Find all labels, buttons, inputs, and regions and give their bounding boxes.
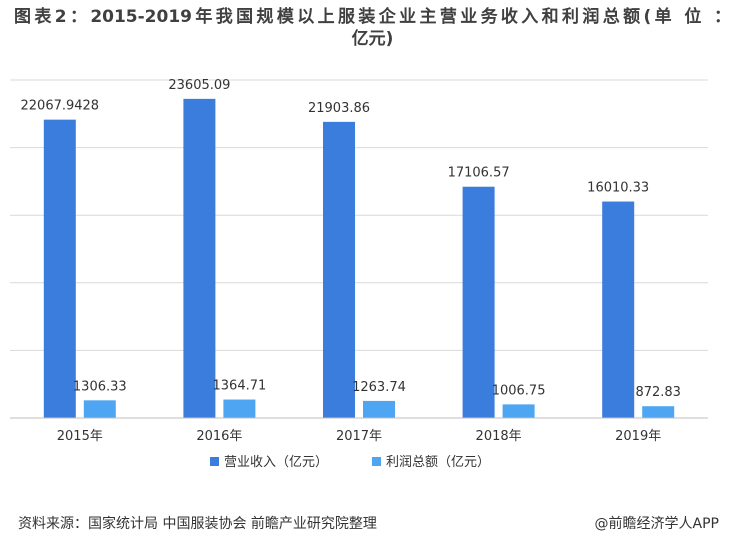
gridlines — [10, 79, 708, 351]
source-note: 资料来源：国家统计局 中国服装协会 前瞻产业研究院整理 — [18, 516, 377, 532]
x-tick-label: 2018年 — [476, 429, 522, 444]
value-labels: 22067.9428 1306.33 23605.09 1364.71 21903.86… — [21, 78, 681, 400]
revenue-value-label: 17106.57 — [448, 166, 510, 181]
profit-bar — [502, 404, 535, 418]
revenue-bar — [183, 98, 216, 418]
legend-swatch-profit — [372, 457, 381, 466]
x-tick-label: 2015年 — [57, 429, 103, 444]
profit-bar — [83, 400, 116, 418]
profit-value-label: 1306.33 — [73, 379, 127, 394]
legend-label-revenue: 营业收入（亿元） — [224, 455, 328, 470]
revenue-value-label: 22067.9428 — [21, 99, 100, 114]
legend-label-profit: 利润总额（亿元） — [386, 455, 490, 470]
revenue-bar — [462, 186, 495, 418]
x-tick-label: 2019年 — [615, 429, 661, 444]
profit-value-label: 872.83 — [635, 385, 681, 400]
bars — [43, 98, 675, 419]
profit-value-label: 1006.75 — [492, 383, 546, 398]
credit-note: @前瞻经济学人APP — [594, 516, 719, 532]
revenue-value-label: 23605.09 — [168, 78, 230, 93]
revenue-bar — [43, 119, 76, 418]
revenue-bar — [602, 201, 635, 418]
legend: 营业收入（亿元） 利润总额（亿元） — [210, 455, 490, 470]
title-line-1: 图表2：2015-2019年我国规模以上服装企业主营业务收入和利润总额(单 位 … — [14, 7, 731, 27]
revenue-value-label: 16010.33 — [587, 181, 649, 196]
x-tick-label: 2016年 — [196, 429, 242, 444]
profit-bar — [363, 400, 395, 418]
title-line-2: 亿元) — [351, 29, 394, 49]
profit-bar — [223, 399, 256, 418]
chart-title: 图表2：2015-2019年我国规模以上服装企业主营业务收入和利润总额(单 位 … — [0, 6, 745, 50]
profit-value-label: 1263.74 — [352, 380, 406, 395]
x-tick-label: 2017年 — [336, 429, 382, 444]
x-tick-labels: 2015年 2016年 2017年 2018年 2019年 — [57, 429, 661, 444]
profit-bar — [642, 406, 675, 418]
revenue-value-label: 21903.86 — [308, 101, 370, 116]
legend-swatch-revenue — [210, 457, 219, 466]
profit-value-label: 1364.71 — [213, 379, 267, 394]
revenue-bar — [323, 121, 355, 419]
